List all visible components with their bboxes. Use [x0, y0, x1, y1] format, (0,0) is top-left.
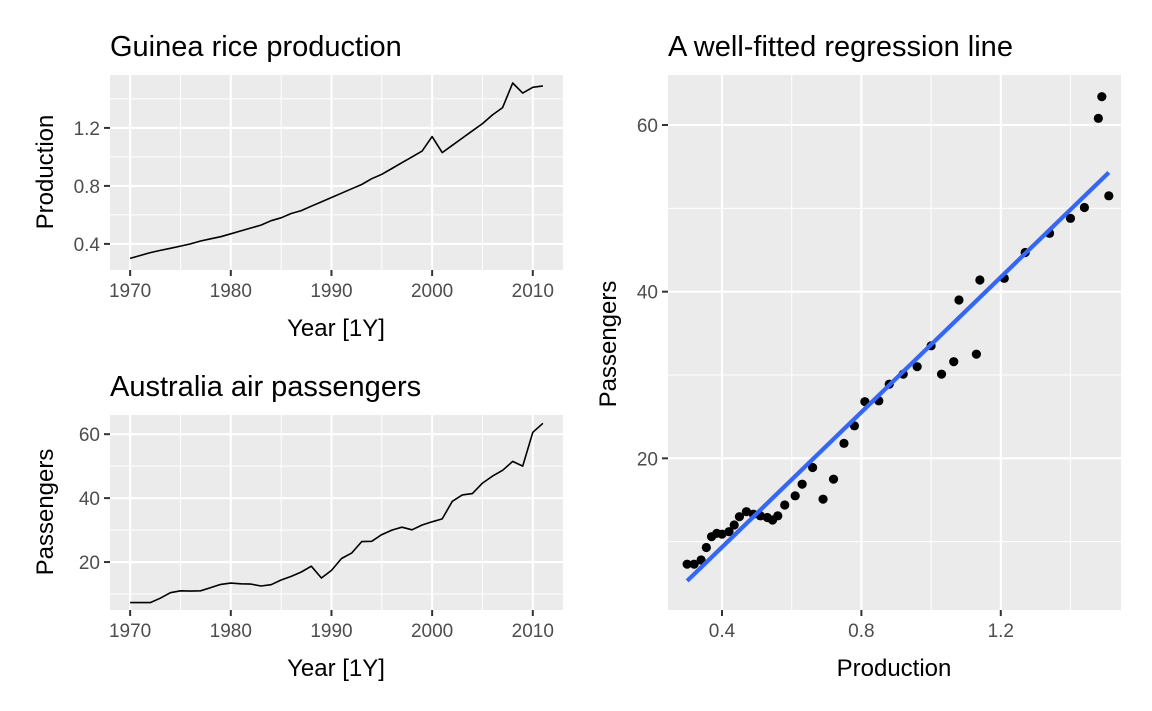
x-tick-label: 0.4 [709, 621, 736, 642]
data-point [839, 438, 849, 448]
data-point [729, 520, 739, 530]
x-axis-label: Production [837, 655, 952, 682]
data-point [808, 462, 818, 473]
regression-line [685, 170, 1111, 583]
data-point [954, 295, 964, 305]
y-tick-label: 60 [79, 425, 100, 446]
x-tick-label: 1980 [210, 621, 252, 642]
y-tick-label: 0.4 [74, 235, 101, 256]
y-axis-label: Passengers [595, 281, 622, 408]
series-line [130, 422, 544, 604]
chart-title: Australia air passengers [110, 371, 421, 403]
x-tick-label: 0.8 [848, 621, 874, 642]
y-tick-label: 40 [637, 283, 658, 304]
data-point [734, 512, 745, 522]
plot-area: 1970 1980 1990 2000 2010 0.4 0.8 1.2 [74, 75, 563, 302]
data-point [682, 559, 692, 569]
panel-background [110, 415, 563, 610]
panel-background [110, 75, 563, 270]
data-point [1065, 213, 1076, 223]
chart-rice-production: Guinea rice production Year [1Y] Product… [32, 31, 563, 342]
chart-regression: A well-fitted regression line Production… [595, 31, 1121, 682]
x-tick-label: 1980 [210, 281, 252, 302]
data-point [741, 507, 752, 517]
y-tick-label: 0.8 [74, 177, 100, 198]
data-point [701, 542, 711, 553]
data-point [773, 511, 783, 521]
series-line [129, 82, 544, 260]
data-point [780, 500, 790, 510]
y-tick-label: 20 [637, 449, 658, 470]
data-point [1093, 113, 1103, 123]
data-point [1079, 202, 1090, 213]
chart-title: A well-fitted regression line [668, 31, 1013, 63]
x-axis-label: Year [1Y] [287, 315, 385, 342]
x-tick-label: 2010 [512, 621, 554, 642]
y-tick-label: 40 [79, 489, 100, 510]
data-point [724, 527, 734, 537]
x-tick-label: 1970 [109, 621, 151, 642]
data-point [949, 357, 959, 367]
plot-area: 1970 1980 1990 2000 2010 20 40 60 [79, 415, 563, 642]
x-axis-label: Year [1Y] [287, 655, 385, 682]
x-tick-label: 2010 [512, 281, 554, 302]
data-point [797, 479, 807, 489]
data-point [717, 529, 727, 539]
x-tick-label: 1990 [310, 281, 352, 302]
data-point [975, 275, 985, 285]
panel-background [668, 75, 1121, 610]
data-point [936, 369, 947, 379]
x-tick-label: 1.2 [988, 621, 1014, 642]
x-tick-label: 2000 [411, 281, 453, 302]
data-point [818, 494, 828, 504]
x-tick-label: 1970 [109, 281, 151, 302]
data-point [971, 349, 981, 359]
y-axis-label: Production [32, 115, 59, 230]
data-point [912, 362, 922, 372]
plot-area: 0.4 0.8 1.2 20 40 60 [637, 75, 1121, 642]
data-point [828, 474, 839, 484]
x-tick-label: 1990 [310, 621, 352, 642]
data-point [790, 491, 800, 501]
chart-air-passengers: Australia air passengers Year [1Y] Passe… [32, 371, 563, 682]
y-tick-label: 60 [637, 116, 658, 137]
data-point [1097, 92, 1107, 102]
chart-title: Guinea rice production [110, 31, 402, 63]
y-tick-label: 1.2 [74, 119, 100, 140]
data-point [1104, 191, 1114, 201]
data-point [689, 559, 699, 569]
y-tick-label: 20 [79, 553, 100, 574]
y-axis-label: Passengers [32, 449, 59, 576]
x-tick-label: 2000 [411, 621, 453, 642]
